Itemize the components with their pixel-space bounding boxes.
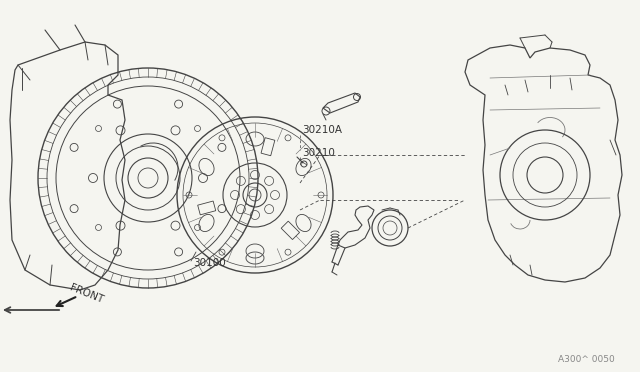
Text: FRONT: FRONT xyxy=(68,283,104,305)
Text: 30210: 30210 xyxy=(302,148,335,158)
Text: 30210A: 30210A xyxy=(302,125,342,135)
Text: 30100: 30100 xyxy=(193,258,226,268)
Text: A300^ 0050: A300^ 0050 xyxy=(558,356,615,365)
